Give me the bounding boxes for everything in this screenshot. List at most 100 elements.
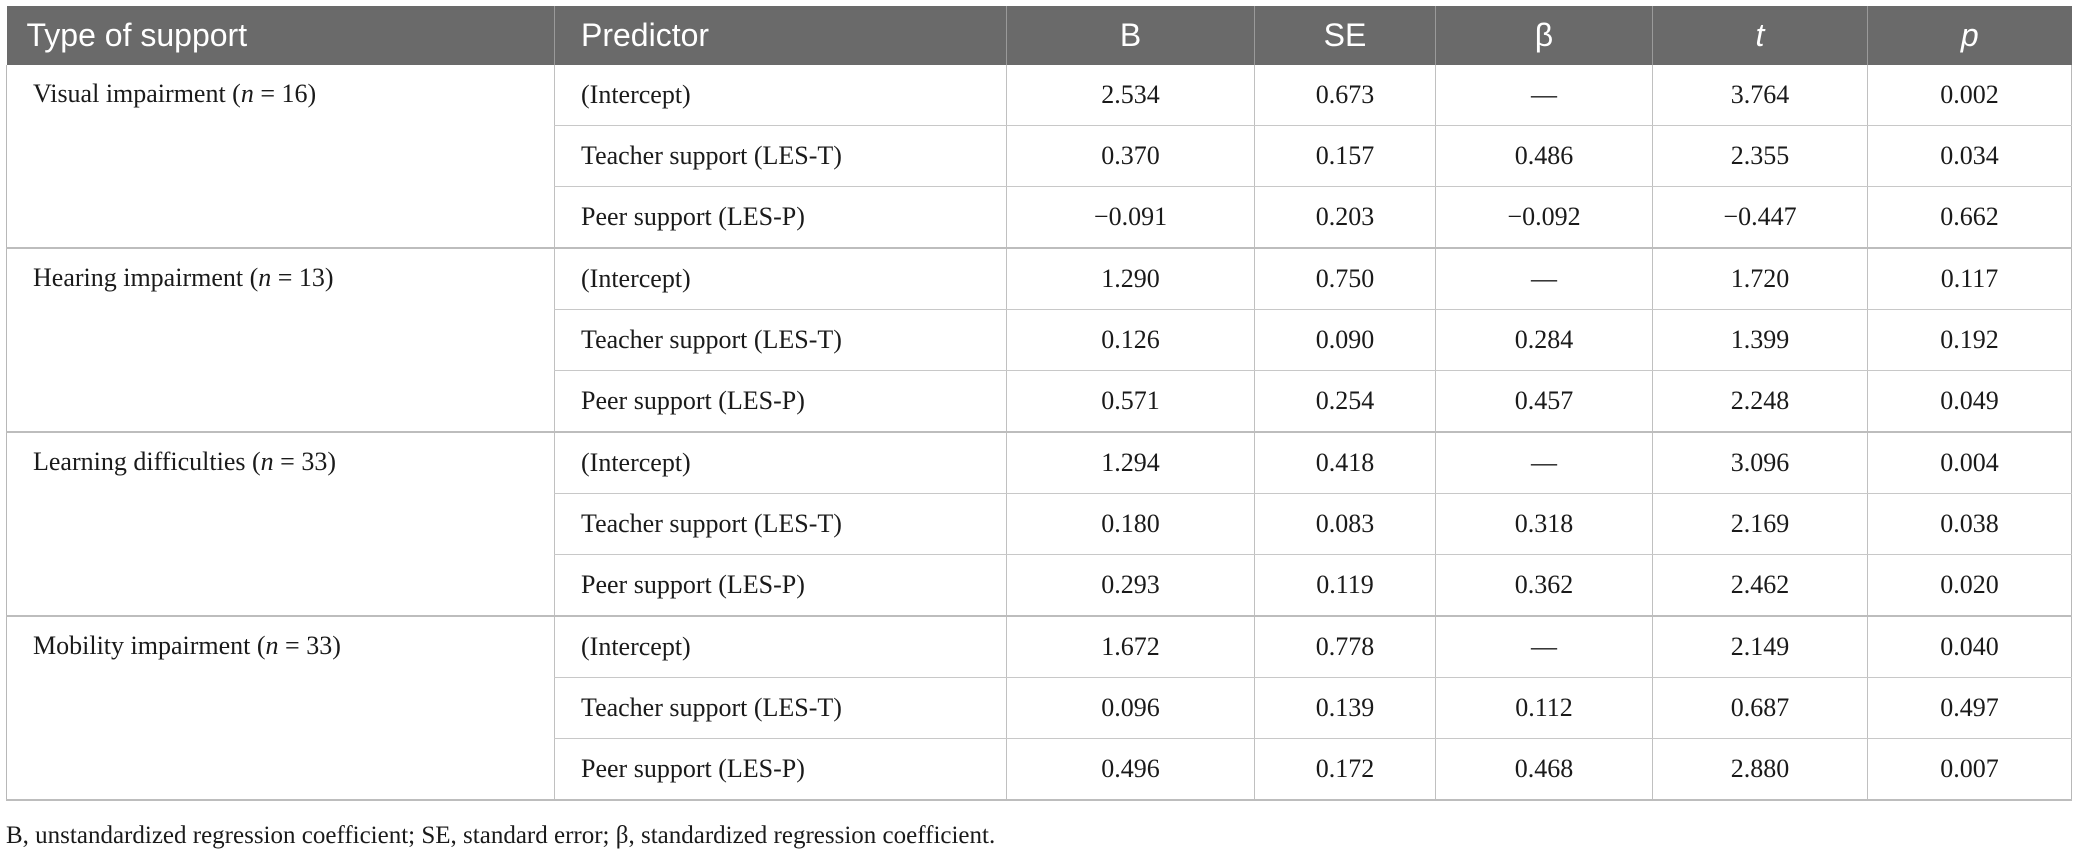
cell-t: 2.462 [1652,554,1868,617]
support-type-label: Hearing impairment (n = 13) [6,248,555,433]
cell-t: 1.720 [1652,248,1868,310]
cell-t: 2.149 [1652,616,1868,678]
cell-beta: −0.092 [1435,186,1653,249]
cell-beta: — [1435,432,1653,494]
sample-size-symbol: n [240,79,254,108]
cell-beta: 0.468 [1435,738,1653,801]
cell-se: 0.172 [1254,738,1436,801]
cell-t: 3.096 [1652,432,1868,494]
cell-b: 0.571 [1006,370,1255,433]
cell-b: 0.293 [1006,554,1255,617]
table-row: Learning difficulties (n = 33) (Intercept… [6,432,2072,617]
table-footnote: B, unstandardized regression coefficient… [6,822,996,849]
cell-p: 0.038 [1867,493,2072,555]
cell-se: 0.157 [1254,125,1436,187]
cell-b: 0.496 [1006,738,1255,801]
cell-se: 0.139 [1254,677,1436,739]
cell-t: 2.169 [1652,493,1868,555]
table-body: Visual impairment (n = 16) (Intercept) 2.5… [6,65,2072,801]
cell-b: 1.290 [1006,248,1255,310]
cell-t: −0.447 [1652,186,1868,249]
header-b: B [1006,6,1255,65]
cell-t: 2.880 [1652,738,1868,801]
cell-p: 0.662 [1867,186,2072,249]
cell-t: 3.764 [1652,65,1868,126]
header-t: t [1652,6,1868,65]
support-type-name: Learning difficulties ( [33,447,261,476]
cell-p: 0.034 [1867,125,2072,187]
cell-b: 1.672 [1006,616,1255,678]
cell-predictor: Peer support (LES-P) [554,370,1007,433]
table-row: Mobility impairment (n = 33) (Intercept) 1… [6,616,2072,801]
regression-table: Type of support Predictor B SE β t p Vis… [6,6,2072,801]
table-row: Peer support (LES-P) −0.091 0.203 −0.092 −0.… [7,186,2072,249]
cell-p: 0.117 [1867,248,2072,310]
sample-size-symbol: n [265,631,279,660]
cell-t: 0.687 [1652,677,1868,739]
cell-p: 0.004 [1867,432,2072,494]
cell-predictor: (Intercept) [554,616,1007,678]
cell-b: −0.091 [1006,186,1255,249]
cell-beta: 0.486 [1435,125,1653,187]
cell-beta: 0.362 [1435,554,1653,617]
cell-p: 0.192 [1867,309,2072,371]
cell-predictor: (Intercept) [554,432,1007,494]
table-row: Teacher support (LES-T) 0.180 0.083 0.318 2.… [7,493,2072,555]
cell-b: 0.096 [1006,677,1255,739]
sample-size-value: = 33) [278,631,341,660]
table-row: Teacher support (LES-T) 0.096 0.139 0.112 0.… [7,677,2072,739]
table-row: Peer support (LES-P) 0.293 0.119 0.362 2.462… [7,554,2072,617]
cell-b: 0.180 [1006,493,1255,555]
regression-table-container: Type of support Predictor B SE β t p Vis… [6,6,2072,801]
header-type-of-support: Type of support [26,17,248,53]
cell-t: 1.399 [1652,309,1868,371]
cell-predictor: Peer support (LES-P) [554,738,1007,801]
support-type-label: Visual impairment (n = 16) [6,65,555,249]
header-se: SE [1254,6,1436,65]
cell-beta: 0.284 [1435,309,1653,371]
header-p: p [1867,6,2072,65]
cell-predictor: Teacher support (LES-T) [554,309,1007,371]
cell-se: 0.254 [1254,370,1436,433]
cell-se: 0.778 [1254,616,1436,678]
cell-predictor: (Intercept) [554,65,1007,126]
support-type-name: Hearing impairment ( [33,263,259,292]
sample-size-value: = 16) [253,79,317,108]
cell-p: 0.007 [1867,738,2072,801]
cell-p: 0.049 [1867,370,2072,433]
cell-beta: 0.457 [1435,370,1653,433]
cell-b: 2.534 [1006,65,1255,126]
sample-size-value: = 13) [271,263,334,292]
cell-p: 0.040 [1867,616,2072,678]
cell-t: 2.355 [1652,125,1868,187]
cell-beta: — [1435,616,1653,678]
cell-predictor: (Intercept) [554,248,1007,310]
cell-predictor: Peer support (LES-P) [554,554,1007,617]
header-predictor: Predictor [554,6,1007,65]
sample-size-symbol: n [260,447,274,476]
cell-se: 0.673 [1254,65,1436,126]
cell-b: 1.294 [1006,432,1255,494]
cell-predictor: Teacher support (LES-T) [554,125,1007,187]
table-row: Peer support (LES-P) 0.571 0.254 0.457 2.248… [7,370,2072,433]
table-row: Visual impairment (n = 16) (Intercept) 2.5… [6,65,2072,249]
sample-size-value: = 33) [273,447,336,476]
table-row: Peer support (LES-P) 0.496 0.172 0.468 2.880… [7,738,2072,801]
support-type-name: Visual impairment ( [33,79,241,108]
cell-b: 0.370 [1006,125,1255,187]
cell-beta: 0.318 [1435,493,1653,555]
support-type-name: Mobility impairment ( [33,631,266,660]
cell-beta: 0.112 [1435,677,1653,739]
cell-se: 0.119 [1254,554,1436,617]
support-type-label: Learning difficulties (n = 33) [6,432,555,617]
cell-se: 0.418 [1254,432,1436,494]
table-header-row: Type of support Predictor B SE β t p [6,6,2072,65]
cell-p: 0.002 [1867,65,2072,126]
table-row: Hearing impairment (n = 13) (Intercept) 1.… [6,248,2072,433]
cell-predictor: Peer support (LES-P) [554,186,1007,249]
cell-se: 0.090 [1254,309,1436,371]
cell-se: 0.203 [1254,186,1436,249]
cell-t: 2.248 [1652,370,1868,433]
cell-beta: — [1435,65,1653,126]
sample-size-symbol: n [258,263,272,292]
